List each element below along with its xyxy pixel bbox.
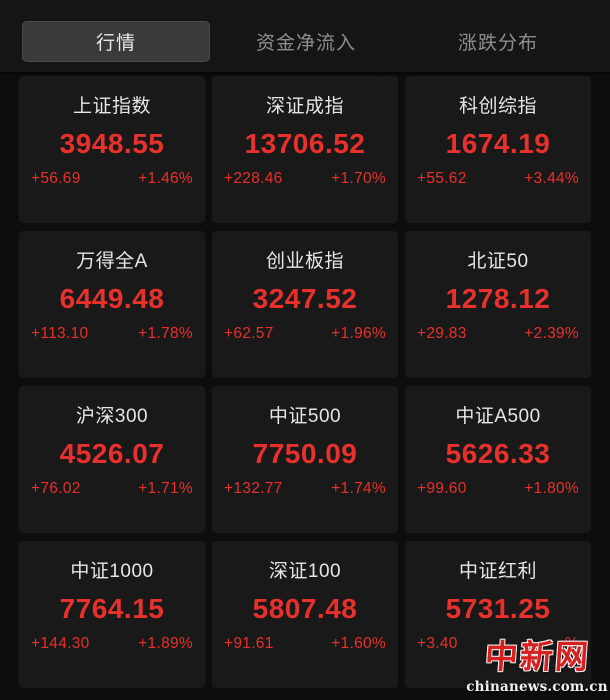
index-value: 6449.48: [59, 283, 165, 314]
index-card[interactable]: 创业板指 3247.52 +62.57 +1.96%: [212, 231, 398, 378]
index-percent: +1.80%: [524, 480, 579, 497]
index-card[interactable]: 中证500 7750.09 +132.77 +1.74%: [212, 386, 398, 533]
index-delta-row: +144.30 +1.89%: [19, 635, 205, 653]
index-delta-row: +228.46 +1.70%: [212, 170, 398, 188]
index-value: 5626.33: [445, 438, 551, 469]
index-name: 深证100: [268, 561, 342, 582]
index-value: 7750.09: [252, 438, 358, 469]
index-change: +62.57: [224, 325, 274, 342]
index-change: +29.83: [417, 325, 467, 342]
index-change: +76.02: [31, 480, 81, 497]
index-name: 创业板指: [265, 251, 344, 272]
index-value: 4526.07: [59, 438, 165, 469]
index-percent: +2.39%: [524, 325, 579, 342]
index-value: 1278.12: [445, 283, 551, 314]
index-change: +55.62: [417, 170, 467, 187]
index-delta-row: +76.02 +1.71%: [19, 480, 205, 498]
index-change: +3.40: [417, 635, 458, 652]
index-name: 中证A500: [455, 406, 541, 427]
index-delta-row: +55.62 +3.44%: [405, 170, 591, 188]
index-name: 上证指数: [72, 96, 151, 117]
index-change: +113.10: [31, 325, 89, 342]
index-percent: +1.70%: [331, 170, 386, 187]
index-card[interactable]: 上证指数 3948.55 +56.69 +1.46%: [19, 76, 205, 223]
tab-market-quotes[interactable]: 行情: [22, 21, 210, 62]
index-value: 7764.15: [59, 593, 165, 624]
tab-net-capital-inflow[interactable]: 资金净流入: [232, 21, 380, 62]
index-card[interactable]: 深证100 5807.48 +91.61 +1.60%: [212, 541, 398, 688]
index-delta-row: +29.83 +2.39%: [405, 325, 591, 343]
index-change: +228.46: [224, 170, 283, 187]
tab-label: 涨跌分布: [457, 33, 538, 54]
index-change: +56.69: [31, 170, 81, 187]
tab-label: 行情: [95, 33, 136, 54]
index-name: 万得全A: [76, 251, 148, 272]
index-value: 3948.55: [59, 128, 165, 159]
index-percent: +3.44%: [524, 170, 579, 187]
index-percent: +1.96%: [331, 325, 386, 342]
index-card[interactable]: 深证成指 13706.52 +228.46 +1.70%: [212, 76, 398, 223]
index-value: 3247.52: [252, 283, 358, 314]
index-name: 科创综指: [458, 96, 537, 117]
index-card[interactable]: 中证1000 7764.15 +144.30 +1.89%: [19, 541, 205, 688]
index-delta-row: +99.60 +1.80%: [405, 480, 591, 498]
index-value: 5807.48: [252, 593, 358, 624]
index-delta-row: +56.69 +1.46%: [19, 170, 205, 188]
index-card[interactable]: 北证50 1278.12 +29.83 +2.39%: [405, 231, 591, 378]
index-card-grid: 上证指数 3948.55 +56.69 +1.46% 深证成指 13706.52…: [19, 76, 592, 688]
index-percent: +1.71%: [138, 480, 193, 497]
index-change: +144.30: [31, 635, 90, 652]
tab-gainers-losers-distribution[interactable]: 涨跌分布: [424, 21, 572, 62]
index-card[interactable]: 中证A500 5626.33 +99.60 +1.80%: [405, 386, 591, 533]
index-delta-row: +3.40 %: [405, 635, 591, 653]
index-delta-row: +91.61 +1.60%: [212, 635, 398, 653]
index-value: 1674.19: [445, 128, 551, 159]
index-name: 深证成指: [265, 96, 344, 117]
index-percent: +1.46%: [138, 170, 193, 187]
index-percent: +1.60%: [331, 635, 386, 652]
index-value: 13706.52: [244, 128, 366, 159]
index-percent: +1.74%: [331, 480, 386, 497]
index-card[interactable]: 中证红利 5731.25 +3.40 %: [405, 541, 591, 688]
tab-bar: 行情 资金净流入 涨跌分布: [0, 0, 610, 72]
index-delta-row: +113.10 +1.78%: [19, 325, 205, 343]
index-name: 沪深300: [75, 406, 149, 427]
index-delta-row: +132.77 +1.74%: [212, 480, 398, 498]
index-percent: +1.89%: [138, 635, 193, 652]
index-value: 5731.25: [445, 593, 551, 624]
index-card[interactable]: 沪深300 4526.07 +76.02 +1.71%: [19, 386, 205, 533]
index-percent: %: [564, 635, 579, 652]
tab-label: 资金净流入: [255, 33, 356, 54]
index-change: +91.61: [224, 635, 274, 652]
index-name: 中证1000: [70, 561, 154, 582]
index-delta-row: +62.57 +1.96%: [212, 325, 398, 343]
index-name: 中证红利: [458, 561, 537, 582]
index-name: 北证50: [467, 251, 529, 272]
index-percent: +1.78%: [138, 325, 193, 342]
index-change: +132.77: [224, 480, 283, 497]
index-change: +99.60: [417, 480, 467, 497]
index-card[interactable]: 科创综指 1674.19 +55.62 +3.44%: [405, 76, 591, 223]
index-card[interactable]: 万得全A 6449.48 +113.10 +1.78%: [19, 231, 205, 378]
index-name: 中证500: [268, 406, 342, 427]
